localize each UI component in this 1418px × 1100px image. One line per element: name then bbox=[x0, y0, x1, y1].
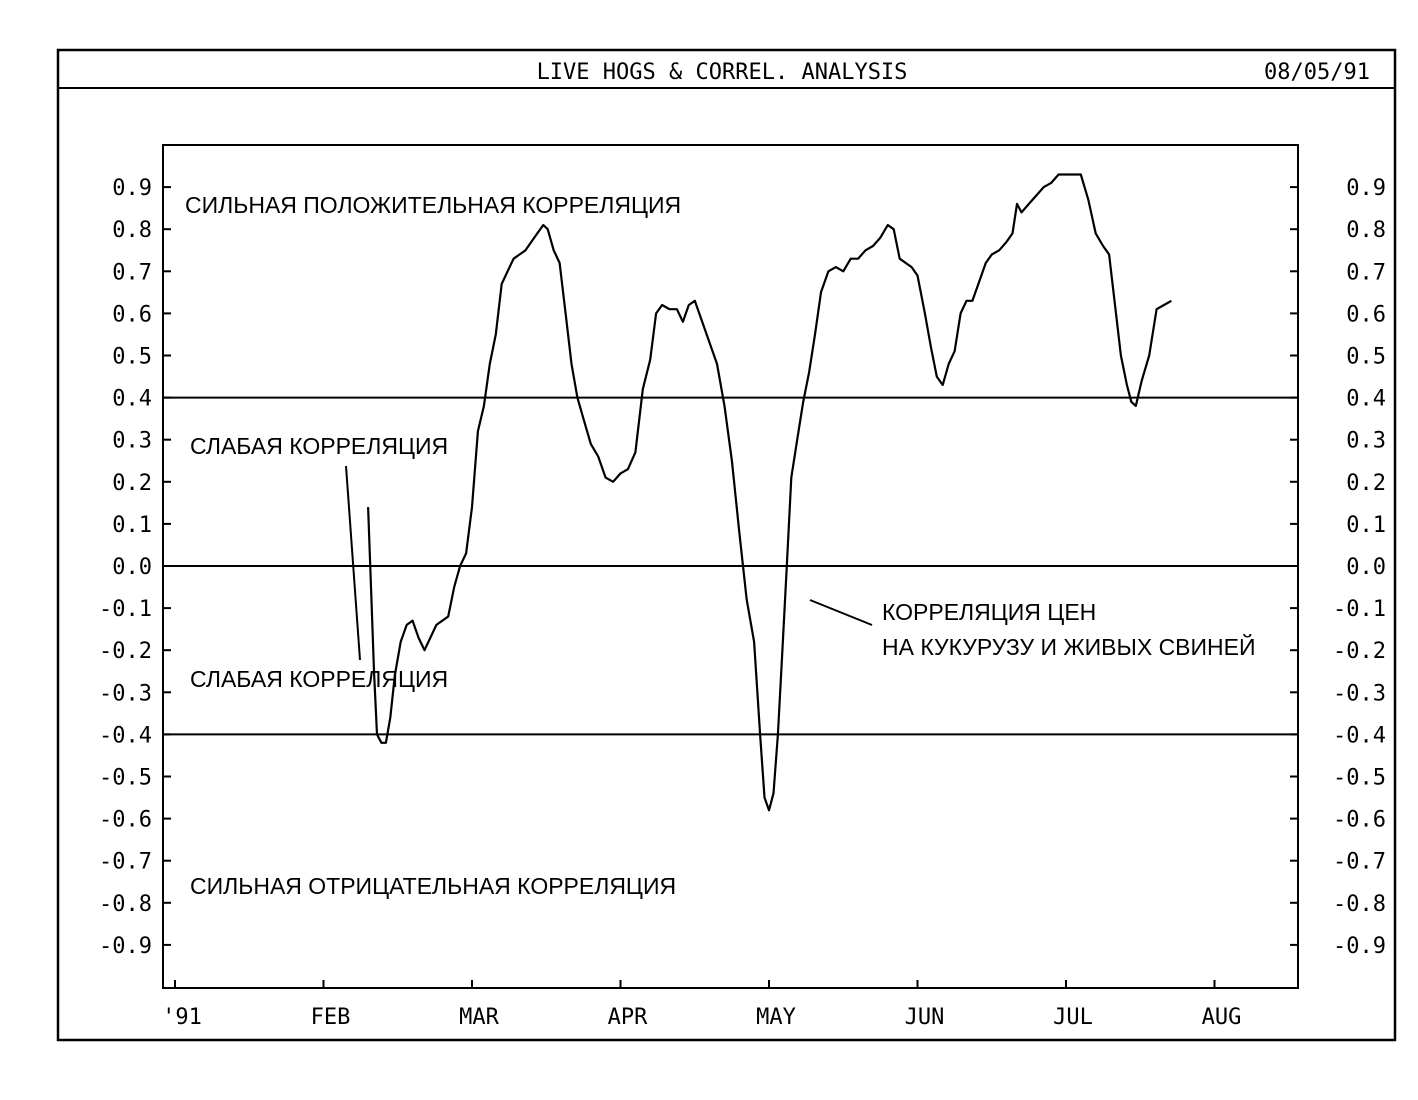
y-tick-label-right: -0.3 bbox=[1333, 681, 1386, 706]
x-tick-label: AUG bbox=[1202, 1005, 1242, 1030]
weak-label-leader bbox=[345, 465, 361, 661]
y-tick-label-right: 0.5 bbox=[1346, 345, 1386, 370]
y-tick-label-left: -0.6 bbox=[99, 808, 152, 833]
annotation-strong-negative: СИЛЬНАЯ ОТРИЦАТЕЛЬНАЯ КОРРЕЛЯЦИЯ bbox=[190, 873, 676, 899]
y-tick-label-left: 0.0 bbox=[112, 555, 152, 580]
y-tick-label-left: 0.8 bbox=[112, 218, 152, 243]
reference-lines bbox=[163, 396, 1298, 736]
annotation-weak-lower: СЛАБАЯ КОРРЕЛЯЦИЯ bbox=[190, 666, 448, 692]
y-tick-label-left: -0.9 bbox=[99, 934, 152, 959]
y-tick-label-left: -0.8 bbox=[99, 892, 152, 917]
y-tick-label-left: 0.4 bbox=[112, 387, 152, 412]
y-axis-right: 0.9 0.8 0.7 0.6 0.5 0.4 0.3 0.2 0.1 0.0 -0.1 -0.2 -0… bbox=[1290, 176, 1386, 959]
y-tick-label-right: -0.4 bbox=[1333, 723, 1386, 748]
x-axis: '91 FEB MAR APR MAY JUN JUL AUG bbox=[162, 980, 1241, 1030]
y-tick-label-left: 0.1 bbox=[112, 513, 152, 538]
annotation-weak-upper: СЛАБАЯ КОРРЕЛЯЦИЯ bbox=[190, 433, 448, 459]
y-tick-label-right: 0.6 bbox=[1346, 302, 1386, 327]
y-tick-label-left: 0.6 bbox=[112, 302, 152, 327]
y-tick-label-left: -0.2 bbox=[99, 639, 152, 664]
y-tick-label-right: -0.5 bbox=[1333, 766, 1386, 791]
y-tick-label-right: -0.9 bbox=[1333, 934, 1386, 959]
y-tick-label-right: 0.3 bbox=[1346, 429, 1386, 454]
y-tick-label-left: 0.9 bbox=[112, 176, 152, 201]
y-tick-label-right: -0.1 bbox=[1333, 597, 1386, 622]
y-tick-label-left: -0.5 bbox=[99, 766, 152, 791]
y-tick-label-right: -0.8 bbox=[1333, 892, 1386, 917]
y-tick-label-right: -0.2 bbox=[1333, 639, 1386, 664]
x-tick-label: '91 bbox=[162, 1005, 202, 1030]
series-group bbox=[367, 173, 1172, 812]
annotation-strong-positive: СИЛЬНАЯ ПОЛОЖИТЕЛЬНАЯ КОРРЕЛЯЦИЯ bbox=[185, 192, 681, 218]
y-tick-label-left: -0.7 bbox=[99, 850, 152, 875]
y-axis-left: 0.9 0.8 0.7 0.6 0.5 0.4 0.3 0.2 0.1 0.0 -0.1 -0.2 -0… bbox=[99, 176, 171, 959]
x-tick-label: APR bbox=[608, 1005, 648, 1030]
y-tick-label-left: -0.1 bbox=[99, 597, 152, 622]
y-tick-label-right: 0.9 bbox=[1346, 176, 1386, 201]
y-tick-label-right: 0.2 bbox=[1346, 471, 1386, 496]
y-tick-label-right: -0.7 bbox=[1333, 850, 1386, 875]
series-label-leader bbox=[809, 599, 873, 626]
y-tick-label-left: -0.3 bbox=[99, 681, 152, 706]
x-tick-label: JUN bbox=[905, 1005, 945, 1030]
series-line-0 bbox=[367, 173, 1172, 812]
series-label-line2: НА КУКУРУЗУ И ЖИВЫХ СВИНЕЙ bbox=[882, 633, 1256, 660]
y-tick-label-left: 0.2 bbox=[112, 471, 152, 496]
y-tick-label-right: 0.1 bbox=[1346, 513, 1386, 538]
x-tick-label: JUL bbox=[1053, 1005, 1093, 1030]
outer-frame bbox=[56, 48, 1397, 1042]
x-tick-label: MAR bbox=[459, 1005, 499, 1030]
series-label-line1: КОРРЕЛЯЦИЯ ЦЕН bbox=[882, 599, 1096, 625]
x-tick-label: FEB bbox=[311, 1005, 351, 1030]
x-tick-label: MAY bbox=[756, 1005, 796, 1030]
y-tick-label-right: 0.8 bbox=[1346, 218, 1386, 243]
y-tick-label-left: 0.5 bbox=[112, 345, 152, 370]
y-tick-label-left: 0.3 bbox=[112, 429, 152, 454]
y-tick-label-left: -0.4 bbox=[99, 723, 152, 748]
y-tick-label-right: 0.4 bbox=[1346, 387, 1386, 412]
report-date: 08/05/91 bbox=[1264, 60, 1370, 85]
chart-title: LIVE HOGS & CORREL. ANALYSIS bbox=[537, 60, 908, 85]
y-tick-label-right: -0.6 bbox=[1333, 808, 1386, 833]
y-tick-label-right: 0.7 bbox=[1346, 260, 1386, 285]
y-tick-label-right: 0.0 bbox=[1346, 555, 1386, 580]
y-tick-label-left: 0.7 bbox=[112, 260, 152, 285]
